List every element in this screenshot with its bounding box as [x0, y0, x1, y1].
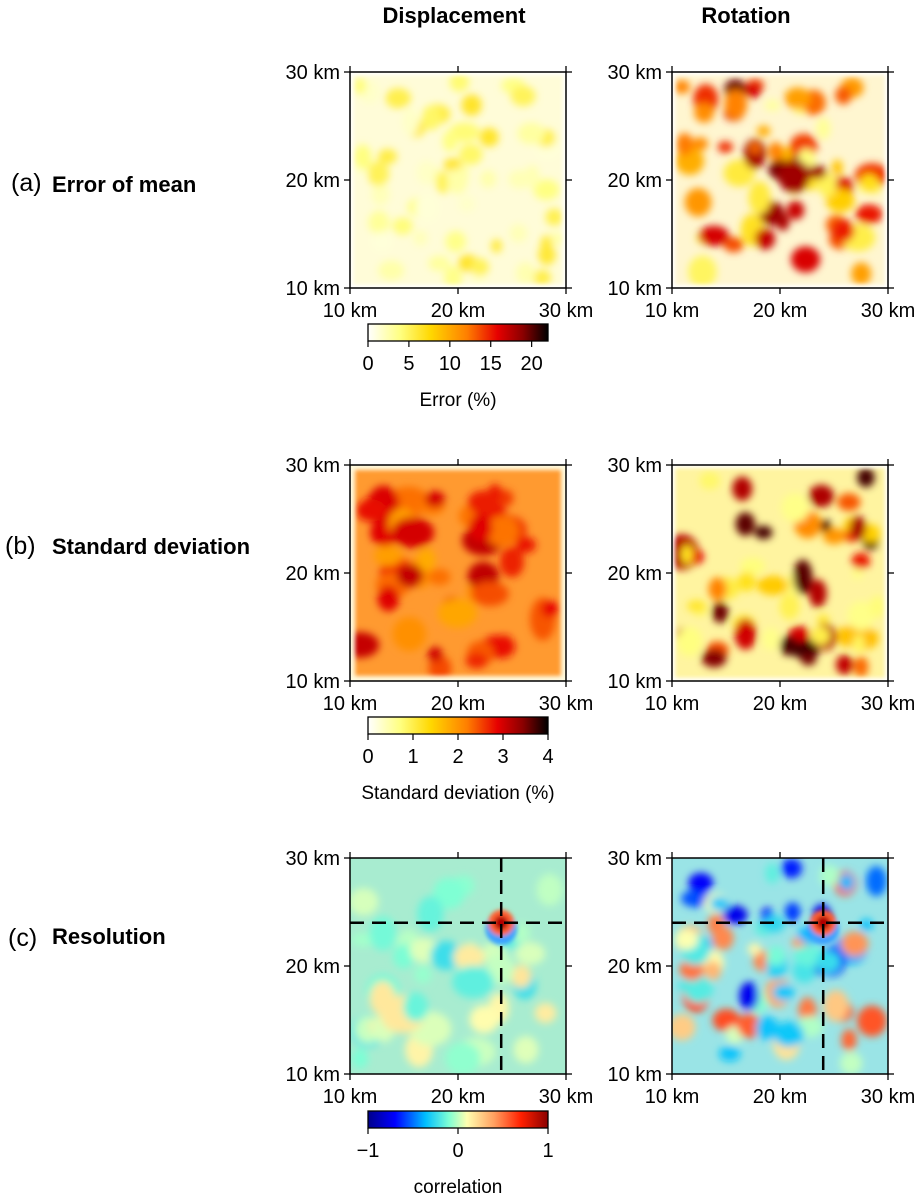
x-tick-label: 20 km: [431, 300, 485, 322]
colorbar-label: Standard deviation (%): [361, 783, 554, 804]
y-tick-label: 20 km: [608, 170, 662, 192]
heatmap-panel-b-displacement: 10 km 20 km 30 km 10 km 20 km 30 km: [286, 455, 594, 715]
y-tick-label: 30 km: [286, 62, 340, 84]
x-tick-label: 10 km: [645, 693, 699, 715]
column-title-displacement: Displacement: [382, 3, 526, 28]
x-tick-label: 30 km: [539, 693, 593, 715]
column-title-rotation: Rotation: [701, 3, 790, 28]
x-tick-label: 30 km: [861, 300, 915, 322]
colorbar-label: Error (%): [419, 390, 496, 411]
colorbar-c: −1 0 1 correlation: [357, 1110, 554, 1198]
x-tick-label: 30 km: [539, 300, 593, 322]
colorbar-b: 0 1 2 3 4 Standard deviation (%): [361, 716, 555, 804]
y-tick-label: 30 km: [286, 455, 340, 477]
colorbar-tick-label: 4: [542, 746, 553, 768]
y-tick-label: 20 km: [286, 956, 340, 978]
y-tick-label: 20 km: [608, 956, 662, 978]
x-tick-label: 10 km: [323, 300, 377, 322]
x-tick-label: 30 km: [861, 1086, 915, 1108]
colorbar-tick-label: 3: [497, 746, 508, 768]
crosshair: [672, 858, 888, 1074]
row-c-title: Resolution: [52, 924, 166, 949]
y-tick-label: 20 km: [286, 170, 340, 192]
y-tick-label: 30 km: [608, 848, 662, 870]
y-tick-label: 10 km: [608, 671, 662, 693]
heatmap-panel-c-rotation: 10 km 20 km 30 km 10 km 20 km 30 km: [608, 848, 916, 1108]
colorbar-tick-label: 5: [403, 353, 414, 375]
colorbar-tick-label: 20: [521, 353, 543, 375]
heatmap-panel-a-rotation: 10 km 20 km 30 km 10 km 20 km 30 km: [608, 62, 916, 322]
colorbar-a: 0 5 10 15 20 Error (%): [362, 323, 549, 411]
y-tick-label: 10 km: [608, 1064, 662, 1086]
colorbar-label: correlation: [414, 1177, 503, 1198]
y-tick-label: 20 km: [286, 563, 340, 585]
colorbar-tick-label: 15: [480, 353, 502, 375]
heatmap-panel-b-rotation: 10 km 20 km 30 km 10 km 20 km 30 km: [608, 455, 916, 715]
row-b-letter: (b): [5, 532, 36, 560]
x-tick-label: 20 km: [753, 300, 807, 322]
y-tick-label: 10 km: [286, 1064, 340, 1086]
x-tick-label: 30 km: [539, 1086, 593, 1108]
row-a-title: Error of mean: [52, 172, 196, 197]
x-tick-label: 10 km: [645, 300, 699, 322]
y-tick-label: 30 km: [608, 62, 662, 84]
row-a-letter: (a): [11, 169, 42, 197]
y-tick-label: 10 km: [286, 278, 340, 300]
heatmap-panel-a-displacement: 10 km 20 km 30 km 10 km 20 km 30 km: [286, 62, 594, 322]
crosshair: [350, 858, 566, 1074]
colorbar-tick-label: 1: [542, 1140, 553, 1162]
colorbar-tick-label: 0: [362, 353, 373, 375]
y-tick-label: 30 km: [608, 455, 662, 477]
y-tick-label: 10 km: [608, 278, 662, 300]
row-b-title: Standard deviation: [52, 534, 250, 559]
heatmap-panel-c-displacement: 10 km 20 km 30 km 10 km 20 km 30 km: [286, 848, 594, 1108]
x-tick-label: 20 km: [431, 1086, 485, 1108]
colorbar-tick-label: 0: [362, 746, 373, 768]
y-tick-label: 30 km: [286, 848, 340, 870]
y-tick-label: 10 km: [286, 671, 340, 693]
colorbar-tick-label: 0: [452, 1140, 463, 1162]
x-tick-label: 30 km: [861, 693, 915, 715]
x-tick-label: 10 km: [323, 1086, 377, 1108]
x-tick-label: 20 km: [431, 693, 485, 715]
colorbar-tick-label: 2: [452, 746, 463, 768]
row-c-letter: (c): [8, 924, 37, 952]
colorbar-tick-label: 10: [439, 353, 461, 375]
x-tick-label: 10 km: [645, 1086, 699, 1108]
x-tick-label: 10 km: [323, 693, 377, 715]
colorbar-tick-label: −1: [357, 1140, 380, 1162]
y-tick-label: 20 km: [608, 563, 662, 585]
x-tick-label: 20 km: [753, 693, 807, 715]
x-tick-label: 20 km: [753, 1086, 807, 1108]
colorbar-tick-label: 1: [407, 746, 418, 768]
